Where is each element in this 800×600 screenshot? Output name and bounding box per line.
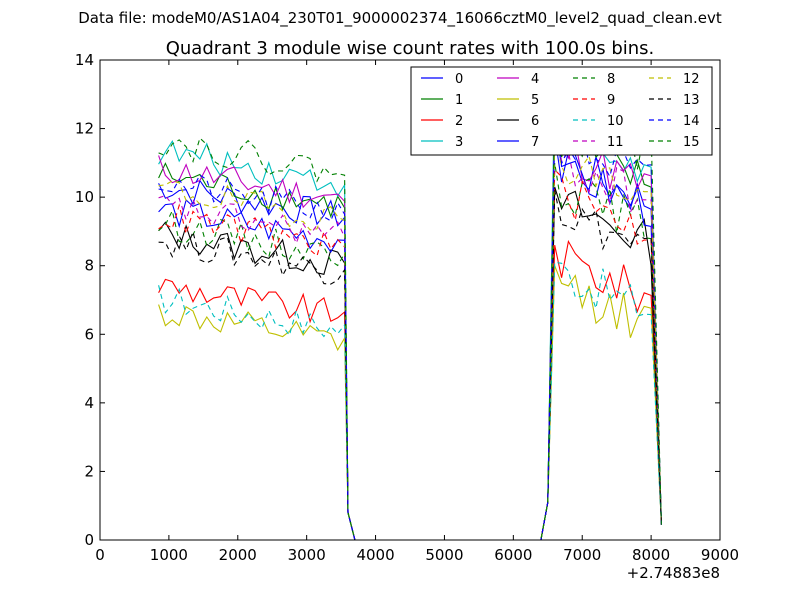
legend-label-1: 1 <box>455 93 463 108</box>
legend-label-6: 6 <box>531 114 539 129</box>
axes-layer: 0 1000 2000 3000 4000 5000 6000 7000 8000 9000 0 2 4… <box>75 51 739 564</box>
legend-label-3: 3 <box>455 135 463 150</box>
legend-label-2: 2 <box>455 114 463 129</box>
x-tick-label: 3000 <box>288 546 326 564</box>
x-tick-label: 6000 <box>494 546 532 564</box>
legend-label-0: 0 <box>455 72 463 87</box>
x-tick-label: 4000 <box>356 546 394 564</box>
y-tick-label: 12 <box>75 120 94 138</box>
x-tick-label: 2000 <box>219 546 257 564</box>
legend-label-8: 8 <box>607 72 615 87</box>
y-tick-label: 2 <box>84 462 94 480</box>
legend-label-5: 5 <box>531 93 539 108</box>
y-tick-label: 14 <box>75 51 94 69</box>
legend-label-12: 12 <box>683 72 700 87</box>
y-tick-label: 10 <box>75 188 94 206</box>
x-tick-label: 0 <box>95 546 105 564</box>
chart-title: Quadrant 3 module wise count rates with … <box>166 38 655 59</box>
series-line-10 <box>158 261 662 541</box>
y-tick-label: 6 <box>84 325 94 343</box>
legend-label-15: 15 <box>683 135 700 150</box>
legend-label-11: 11 <box>607 135 624 150</box>
legend-label-10: 10 <box>607 114 624 129</box>
x-tick-label: 1000 <box>150 546 188 564</box>
legend-label-13: 13 <box>683 93 700 108</box>
y-tick-label: 8 <box>84 257 94 275</box>
plot-frame <box>99 59 721 541</box>
legend-label-14: 14 <box>683 114 700 129</box>
legend-label-9: 9 <box>607 93 615 108</box>
x-tick-label: 5000 <box>425 546 463 564</box>
chart-suptitle: Data file: modeM0/AS1A04_230T01_90000023… <box>78 9 722 28</box>
x-tick-label: 8000 <box>632 546 670 564</box>
series-line-12 <box>158 142 662 541</box>
legend-label-4: 4 <box>531 72 539 87</box>
y-tick-label: 4 <box>84 394 94 412</box>
x-tick-label: 7000 <box>563 546 601 564</box>
x-tick-label: 9000 <box>701 546 739 564</box>
x-axis-offset-label: +2.74883e8 <box>627 564 720 582</box>
legend-label-7: 7 <box>531 135 539 150</box>
series-line-15 <box>158 98 662 541</box>
y-tick-label: 0 <box>84 531 94 549</box>
legend-box <box>410 66 713 156</box>
